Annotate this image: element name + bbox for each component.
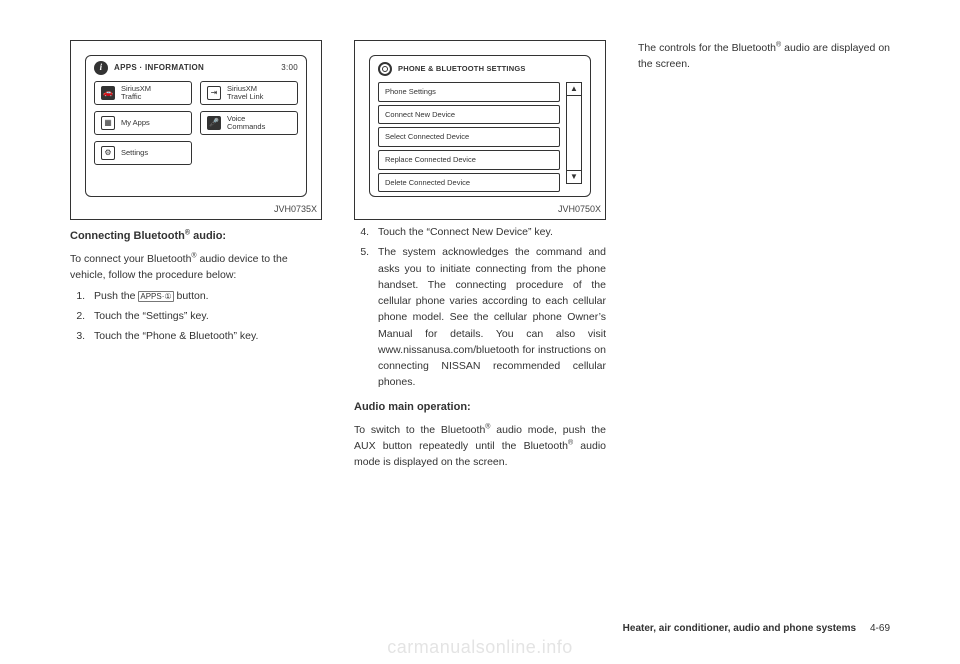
step-1: Push the APPS·① button.	[88, 288, 322, 304]
app-label: My Apps	[121, 119, 150, 127]
heading-audio-main: Audio main operation:	[354, 399, 606, 416]
app-button[interactable]: ⇥ SiriusXMTravel Link	[200, 81, 298, 105]
settings-row[interactable]: Connect New Device	[378, 105, 560, 125]
column-2: PHONE & BLUETOOTH SETTINGS Phone Setting…	[354, 40, 606, 471]
page-footer: Heater, air conditioner, audio and phone…	[623, 623, 890, 634]
screen-bluetooth-settings: PHONE & BLUETOOTH SETTINGS Phone Setting…	[369, 55, 591, 197]
app-button[interactable]: ▦ My Apps	[94, 111, 192, 135]
settings-row[interactable]: Phone Settings	[378, 82, 560, 102]
header-clock: 3:00	[281, 62, 298, 74]
settings-row[interactable]: Select Connected Device	[378, 127, 560, 147]
app-grid: 🚗 SiriusXMTraffic ⇥ SiriusXMTravel Link ▦ My …	[86, 81, 306, 173]
page: i APPS · INFORMATION 3:00 🚗 SiriusXMTraff…	[0, 0, 960, 664]
screen-apps-information: i APPS · INFORMATION 3:00 🚗 SiriusXMTraff…	[85, 55, 307, 197]
column-1: i APPS · INFORMATION 3:00 🚗 SiriusXMTraff…	[70, 40, 322, 471]
app-label: SiriusXMTravel Link	[227, 85, 263, 102]
step-2: Touch the “Settings” key.	[88, 308, 322, 324]
settings-row[interactable]: Replace Connected Device	[378, 150, 560, 170]
watermark: carmanualsonline.info	[0, 637, 960, 658]
app-button[interactable]: ⚙ Settings	[94, 141, 192, 165]
app-label: Settings	[121, 149, 148, 157]
scroll-down-icon[interactable]: ▼	[566, 170, 582, 184]
app-icon: 🎤	[207, 116, 221, 130]
header-title: PHONE & BLUETOOTH SETTINGS	[398, 63, 526, 75]
app-label: VoiceCommands	[227, 115, 265, 132]
app-icon: ⇥	[207, 86, 221, 100]
step-3: Touch the “Phone & Bluetooth” key.	[88, 328, 322, 344]
gear-icon	[378, 62, 392, 76]
figure-label: JVH0750X	[558, 203, 601, 217]
columns: i APPS · INFORMATION 3:00 🚗 SiriusXMTraff…	[70, 40, 890, 471]
app-icon: ⚙	[101, 146, 115, 160]
screen-header: PHONE & BLUETOOTH SETTINGS	[370, 56, 590, 82]
figure-apps-information: i APPS · INFORMATION 3:00 🚗 SiriusXMTraff…	[70, 40, 322, 220]
column-3: The controls for the Bluetooth® audio ar…	[638, 40, 890, 471]
footer-page: 4-69	[870, 623, 890, 634]
heading-connecting-bluetooth: Connecting Bluetooth® audio:	[70, 228, 322, 245]
app-button[interactable]: 🎤 VoiceCommands	[200, 111, 298, 135]
scroll-up-icon[interactable]: ▲	[566, 82, 582, 96]
header-title: APPS · INFORMATION	[114, 62, 204, 74]
app-label: SiriusXMTraffic	[121, 85, 151, 102]
figure-bluetooth-settings: PHONE & BLUETOOTH SETTINGS Phone Setting…	[354, 40, 606, 220]
settings-list: Phone Settings Connect New DeviceSelect C…	[378, 82, 560, 184]
screen-header: i APPS · INFORMATION 3:00	[86, 56, 306, 81]
info-icon: i	[94, 61, 108, 75]
paragraph: The controls for the Bluetooth® audio ar…	[638, 40, 890, 73]
footer-section: Heater, air conditioner, audio and phone…	[623, 623, 856, 634]
steps-list-2: Touch the “Connect New Device” key. The …	[354, 224, 606, 391]
scrollbar[interactable]: ▲ ▼	[566, 82, 582, 184]
figure-label: JVH0735X	[274, 203, 317, 217]
app-button[interactable]: 🚗 SiriusXMTraffic	[94, 81, 192, 105]
step-5: The system acknowledges the command and …	[372, 244, 606, 390]
paragraph: To connect your Bluetooth® audio device …	[70, 251, 322, 284]
step-4: Touch the “Connect New Device” key.	[372, 224, 606, 240]
scroll-track[interactable]	[566, 96, 582, 170]
paragraph: To switch to the Bluetooth® audio mode, …	[354, 422, 606, 471]
steps-list-1: Push the APPS·① button. Touch the “Setti…	[70, 288, 322, 345]
app-icon: ▦	[101, 116, 115, 130]
settings-list-wrap: Phone Settings Connect New DeviceSelect C…	[370, 82, 590, 192]
app-icon: 🚗	[101, 86, 115, 100]
apps-button-label: APPS·①	[138, 291, 173, 302]
settings-row[interactable]: Delete Connected Device	[378, 173, 560, 193]
